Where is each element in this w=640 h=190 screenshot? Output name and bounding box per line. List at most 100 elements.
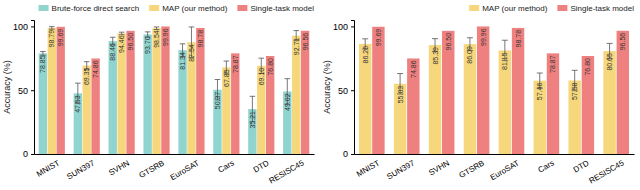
tick-label: RESISC45	[268, 158, 306, 185]
bar	[283, 91, 291, 154]
tick: DTD	[572, 154, 591, 174]
bar	[143, 34, 151, 154]
data-label: 98.78	[197, 30, 204, 48]
tick: SVHN	[107, 154, 131, 177]
tick-label: 100	[13, 22, 28, 32]
tick: 0	[23, 149, 34, 159]
y-axis: 050100	[333, 21, 355, 160]
tick: SUN397	[385, 154, 416, 181]
tick-label: SUN397	[385, 158, 416, 181]
marks	[359, 26, 629, 154]
data-label: 74.86	[410, 60, 417, 78]
bar	[39, 53, 47, 154]
bar	[196, 28, 204, 154]
bar	[512, 28, 524, 154]
data-label: 88.46	[109, 43, 116, 61]
tick: 50	[18, 86, 34, 96]
tick: 100	[333, 22, 354, 32]
bar	[429, 45, 441, 154]
bar	[178, 50, 186, 154]
tick: MNIST	[355, 154, 381, 179]
data-label: 81.15	[501, 52, 508, 70]
tick: 100	[13, 22, 34, 32]
bar	[83, 65, 91, 154]
data-label: 85.39	[432, 47, 439, 65]
tick-mark	[31, 154, 34, 155]
legend-label: MAP (our method)	[482, 4, 548, 13]
legend-swatch	[469, 5, 479, 11]
bar	[222, 67, 230, 154]
tick-label: MNIST	[35, 158, 61, 178]
data-label: 99.96	[480, 28, 487, 46]
bar	[74, 93, 82, 154]
bar	[301, 31, 309, 154]
tick-label: Cars	[537, 158, 556, 174]
legend-item: Brute-force direct search	[39, 4, 140, 13]
data-label: 55.03	[397, 86, 404, 104]
legend-item: Single-task model	[237, 4, 314, 13]
tick-label: SUN397	[65, 158, 96, 181]
bar	[187, 42, 195, 154]
data-label: 57.58	[571, 82, 578, 100]
data-label: 49.02	[284, 93, 291, 111]
data-label: 69.35	[83, 67, 90, 85]
tick: Cars	[217, 154, 236, 175]
data-label: 74.86	[92, 60, 99, 78]
tick-mark	[351, 154, 354, 155]
tick: GTSRB	[138, 154, 166, 180]
legend-label: Brute-force direct search	[52, 4, 140, 13]
tick: EuroSAT	[489, 154, 521, 182]
data-label: 78.85	[39, 55, 46, 73]
tick-label: EuroSAT	[169, 158, 201, 182]
tick-label: 0	[343, 149, 348, 159]
tick-label: GTSRB	[138, 158, 166, 180]
tick-label: GTSRB	[458, 158, 486, 180]
tick: SUN397	[65, 154, 96, 181]
bar	[617, 31, 629, 154]
bar	[91, 58, 99, 154]
tick-label: 50	[18, 86, 28, 96]
bar	[292, 36, 300, 154]
legend-swatch	[557, 5, 567, 11]
data-label: 81.34	[179, 52, 186, 70]
bar	[464, 44, 476, 154]
axis-title: Accuracy (%)	[322, 60, 332, 114]
legend-swatch	[237, 5, 247, 11]
data-label: 99.69	[375, 29, 382, 47]
marks	[39, 26, 310, 154]
tick: GTSRB	[458, 154, 486, 180]
tick-mark	[351, 26, 354, 27]
tick-label: 100	[333, 22, 348, 32]
tick-mark	[31, 26, 34, 27]
tick-label: MNIST	[355, 158, 381, 178]
bar	[213, 90, 221, 154]
bar	[394, 84, 406, 154]
chart-panel: 86.2655.0385.3986.0981.1557.4657.5880.65…	[322, 4, 635, 186]
bar	[48, 28, 56, 154]
legend: MAP (our method) Single-task model	[469, 4, 634, 13]
legend-label: Single-task model	[570, 4, 634, 13]
data-labels: 86.2655.0385.3986.0981.1557.4657.5880.65…	[362, 28, 627, 103]
tick: SVHN	[427, 154, 451, 177]
data-label: 86.26	[362, 46, 369, 64]
data-label: 47.53	[74, 95, 81, 113]
bar	[372, 27, 384, 154]
chart-panel: 78.8547.5388.4693.7081.3450.3735.2149.02…	[2, 4, 315, 186]
bar	[568, 81, 580, 154]
bar	[442, 31, 454, 154]
data-label: 76.80	[267, 58, 274, 76]
bar	[534, 81, 546, 154]
bar	[477, 26, 489, 154]
data-label: 96.50	[445, 33, 452, 51]
legend-item: MAP (our method)	[149, 4, 228, 13]
data-label: 96.56	[302, 33, 309, 51]
data-label: 96.50	[127, 33, 134, 51]
bar	[231, 53, 239, 154]
data-label: 50.37	[214, 92, 221, 110]
data-label: 87.54	[188, 44, 195, 62]
legend-swatch	[149, 5, 159, 11]
data-label: 67.85	[223, 69, 230, 87]
tick: MNIST	[35, 154, 61, 179]
bar	[603, 51, 615, 154]
tick-label: DTD	[572, 158, 591, 174]
